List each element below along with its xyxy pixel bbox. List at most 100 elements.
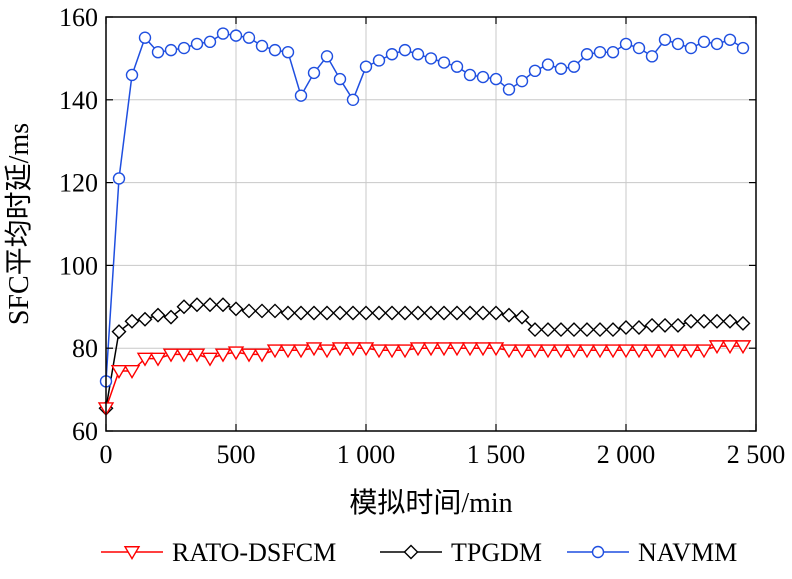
data-point-navmm: [112, 172, 126, 185]
legend-marker-rato-dsfcm: [123, 546, 141, 561]
tick-labels: 0 500 1 000 1 500 2 000 2 500 60 80 100 120 140 160: [59, 3, 785, 469]
data-point-rato-dsfcm: [435, 342, 453, 357]
data-point-tpgdm: [553, 322, 569, 338]
data-point-rato-dsfcm: [656, 344, 674, 359]
data-point-tpgdm: [306, 305, 322, 321]
data-point-navmm: [242, 31, 256, 44]
y-tick-label: 100: [59, 251, 98, 280]
data-point-navmm: [723, 33, 737, 46]
data-point-rato-dsfcm: [422, 342, 440, 357]
data-point-rato-dsfcm: [149, 352, 167, 367]
data-point-tpgdm: [189, 297, 205, 313]
data-point-tpgdm: [410, 305, 426, 321]
data-point-tpgdm: [319, 305, 335, 321]
x-tick-label: 1 500: [467, 440, 526, 469]
legend-item-navmm: NAVMM: [567, 538, 737, 567]
data-point-tpgdm: [501, 307, 517, 323]
data-point-navmm: [424, 52, 438, 65]
data-point-rato-dsfcm: [331, 342, 349, 357]
data-point-tpgdm: [696, 313, 712, 329]
data-point-rato-dsfcm: [305, 342, 323, 357]
data-point-navmm: [489, 72, 503, 86]
data-point-rato-dsfcm: [578, 344, 596, 359]
data-point-tpgdm: [358, 305, 374, 321]
data-point-navmm: [372, 54, 386, 67]
data-point-rato-dsfcm: [708, 340, 726, 355]
data-point-tpgdm: [371, 305, 387, 321]
data-point-rato-dsfcm: [487, 342, 505, 357]
ticks: [105, 16, 757, 432]
data-point-tpgdm: [462, 305, 478, 321]
data-point-tpgdm: [722, 313, 738, 329]
plot-frame: [105, 16, 757, 432]
data-point-rato-dsfcm: [292, 344, 310, 359]
data-point-tpgdm: [436, 305, 452, 321]
data-point-rato-dsfcm: [201, 352, 219, 367]
data-point-tpgdm: [566, 322, 582, 338]
data-point-rato-dsfcm: [188, 348, 206, 363]
data-point-navmm: [346, 93, 360, 107]
data-point-tpgdm: [215, 297, 231, 313]
data-point-navmm: [177, 41, 191, 55]
legend-item-rato-dsfcm: RATO-DSFCM: [101, 538, 336, 567]
data-point-navmm: [398, 43, 412, 57]
data-point-navmm: [294, 89, 308, 102]
data-point-rato-dsfcm: [448, 342, 466, 357]
data-point-rato-dsfcm: [552, 344, 570, 359]
legend-label-rato-dsfcm: RATO-DSFCM: [172, 538, 336, 567]
data-point-tpgdm: [267, 303, 283, 319]
data-point-rato-dsfcm: [175, 348, 193, 363]
data-point-navmm: [463, 68, 477, 82]
data-point-tpgdm: [592, 322, 608, 338]
data-point-tpgdm: [618, 320, 634, 335]
data-point-rato-dsfcm: [123, 365, 141, 380]
data-point-navmm: [619, 37, 633, 51]
data-point-tpgdm: [670, 317, 686, 333]
data-point-rato-dsfcm: [396, 344, 414, 359]
x-tick-label: 2 000: [597, 440, 656, 469]
data-point-navmm: [710, 37, 724, 51]
data-point-rato-dsfcm: [630, 344, 648, 359]
data-point-navmm: [307, 66, 321, 80]
data-point-tpgdm: [397, 305, 413, 321]
data-point-tpgdm: [241, 303, 257, 319]
y-axis-title: SFC平均时延/ms: [3, 123, 35, 325]
data-point-navmm: [554, 62, 568, 75]
data-point-rato-dsfcm: [500, 344, 518, 359]
data-point-rato-dsfcm: [357, 342, 375, 357]
data-point-navmm: [684, 41, 698, 55]
data-point-navmm: [476, 70, 490, 84]
data-point-rato-dsfcm: [565, 344, 583, 359]
x-tick-label: 2 500: [727, 440, 786, 469]
data-point-tpgdm: [527, 322, 543, 338]
data-point-rato-dsfcm: [734, 340, 752, 355]
data-point-rato-dsfcm: [461, 342, 479, 357]
data-point-navmm: [385, 48, 399, 61]
data-point-rato-dsfcm: [643, 344, 661, 359]
x-tick-label: 1 000: [337, 440, 396, 469]
data-point-navmm: [580, 48, 594, 61]
data-point-tpgdm: [644, 317, 660, 333]
data-point-navmm: [658, 33, 672, 46]
data-point-rato-dsfcm: [409, 342, 427, 357]
legend: RATO-DSFCM TPGDM NAVMM: [101, 538, 737, 567]
data-point-rato-dsfcm: [682, 344, 700, 359]
data-point-navmm: [255, 39, 269, 53]
data-point-rato-dsfcm: [474, 342, 492, 357]
data-point-navmm: [164, 43, 178, 57]
data-point-tpgdm: [280, 305, 296, 321]
data-point-rato-dsfcm: [526, 344, 544, 359]
data-point-navmm: [671, 37, 685, 51]
data-point-navmm: [229, 29, 243, 42]
data-point-navmm: [606, 45, 620, 59]
data-point-navmm: [450, 60, 464, 73]
data-point-tpgdm: [137, 311, 153, 327]
data-point-tpgdm: [124, 313, 140, 329]
plot-background: [106, 17, 756, 431]
data-point-tpgdm: [163, 309, 179, 325]
data-point-navmm: [320, 50, 334, 63]
data-point-rato-dsfcm: [695, 344, 713, 359]
data-point-rato-dsfcm: [604, 344, 622, 359]
